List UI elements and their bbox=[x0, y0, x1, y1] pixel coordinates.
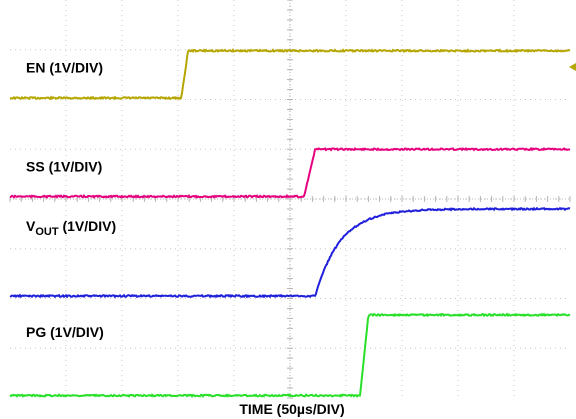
trace-vout bbox=[9, 206, 571, 299]
x-axis-label: TIME (50µs/DIV) bbox=[239, 401, 344, 417]
trace-label-pg: PG (1V/DIV) bbox=[26, 324, 104, 340]
trace-label-en: EN (1V/DIV) bbox=[26, 60, 103, 76]
trace-label-vout: VOUT (1V/DIV) bbox=[26, 218, 116, 238]
trace-ss bbox=[9, 146, 571, 199]
traces bbox=[9, 48, 571, 398]
trace-pg bbox=[9, 312, 571, 398]
trace-en bbox=[9, 48, 571, 101]
trace-labels: EN (1V/DIV) SS (1V/DIV) VOUT (1V/DIV) PG (1… bbox=[26, 60, 116, 340]
trigger-marker-icon bbox=[569, 63, 576, 71]
trace-label-ss: SS (1V/DIV) bbox=[26, 158, 102, 174]
